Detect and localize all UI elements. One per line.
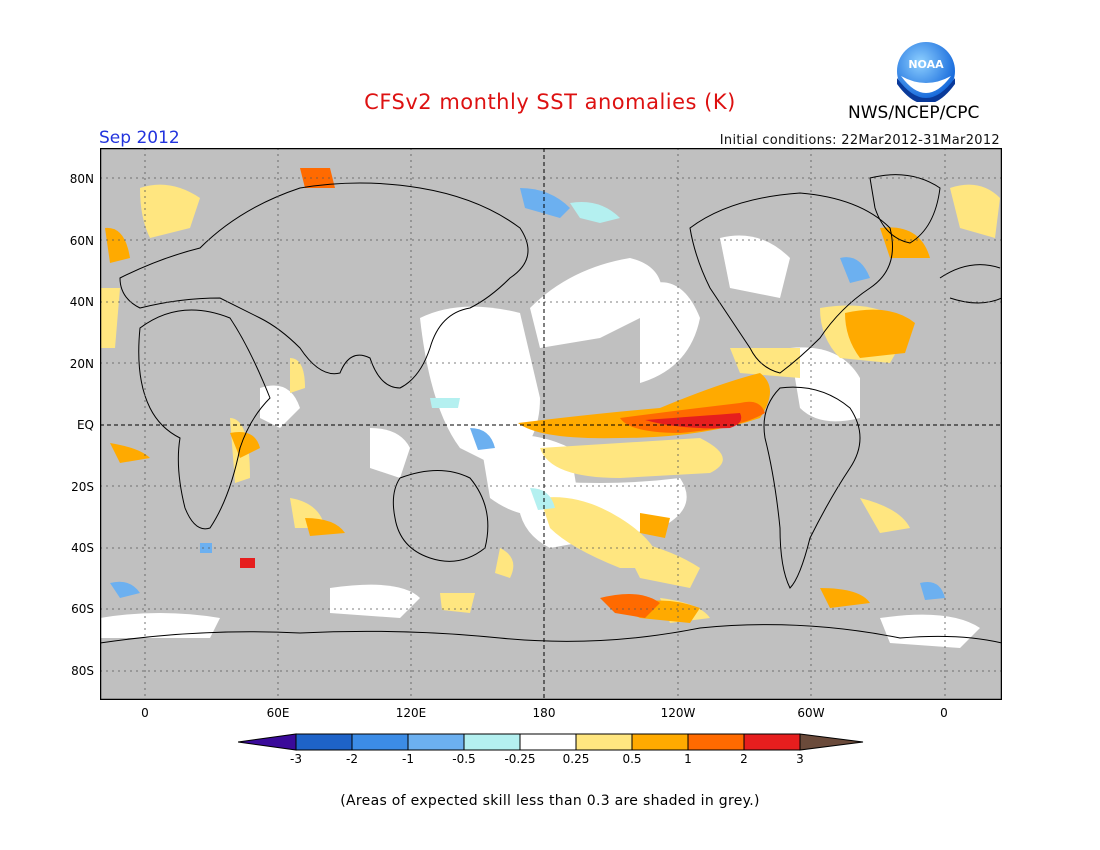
- yellow-anomaly-areas: [100, 184, 1000, 623]
- map-title: CFSv2 monthly SST anomalies (K): [364, 90, 736, 114]
- colorbar-bin: [463, 733, 521, 751]
- svg-text:NOAA: NOAA: [908, 58, 944, 71]
- colorbar-label: -1: [402, 752, 414, 766]
- colorbar-label: -3: [290, 752, 302, 766]
- colorbar-bin: [295, 733, 353, 751]
- forecast-month: Sep 2012: [99, 128, 180, 148]
- colorbar-bin: [687, 733, 745, 751]
- lat-label: 20N: [69, 357, 94, 371]
- colorbar-bin: [351, 733, 409, 751]
- lon-label: 0: [141, 706, 149, 720]
- equator-dateline: [100, 148, 1002, 700]
- lat-label: 40S: [71, 541, 94, 555]
- lon-label: 180: [532, 706, 556, 720]
- colorbar-bin: [407, 733, 465, 751]
- map-frame: [100, 148, 1002, 700]
- colorbar-bin: [519, 733, 577, 751]
- colorbar-bin: [743, 733, 801, 751]
- lightblue-anomaly-areas: [430, 202, 620, 510]
- colorbar-label: 0.25: [562, 752, 590, 766]
- lon-label: 120E: [395, 706, 427, 720]
- lat-label: 60S: [71, 602, 94, 616]
- lon-label: 60E: [266, 706, 290, 720]
- colorbar-label: -0.5: [452, 752, 476, 766]
- colorbar-label: 3: [796, 752, 804, 766]
- lat-label: 40N: [69, 295, 94, 309]
- lat-label: EQ: [76, 418, 94, 432]
- initial-conditions: Initial conditions: 22Mar2012-31Mar2012: [719, 133, 1000, 148]
- noaa-logo: NOAA: [897, 42, 955, 102]
- agency-label: NWS/NCEP/CPC: [848, 103, 980, 123]
- lat-label: 80S: [71, 664, 94, 678]
- lat-label: 20S: [71, 480, 94, 494]
- sst-anomaly-map: [100, 148, 1002, 700]
- colorbar-bin: [631, 733, 689, 751]
- lat-label: 80N: [69, 172, 94, 186]
- lat-label: 60N: [69, 234, 94, 248]
- colorbar-label: 2: [740, 752, 748, 766]
- lon-label: 0: [940, 706, 948, 720]
- colorbar-right-arrow: [799, 733, 864, 751]
- grey-shading-footnote: (Areas of expected skill less than 0.3 a…: [340, 793, 760, 809]
- blue-anomaly-areas: [110, 188, 945, 600]
- colorbar-label: 1: [684, 752, 692, 766]
- colorbar-left-arrow: [238, 733, 297, 751]
- colorbar: [238, 733, 864, 751]
- colorbar-label: -2: [346, 752, 358, 766]
- colorbar-label: -0.25: [504, 752, 536, 766]
- lon-label: 60W: [797, 706, 825, 720]
- lon-label: 120W: [660, 706, 696, 720]
- colorbar-bin: [575, 733, 633, 751]
- graticule: [100, 148, 1002, 700]
- coastlines: [100, 174, 1002, 644]
- colorbar-label: 0.5: [622, 752, 642, 766]
